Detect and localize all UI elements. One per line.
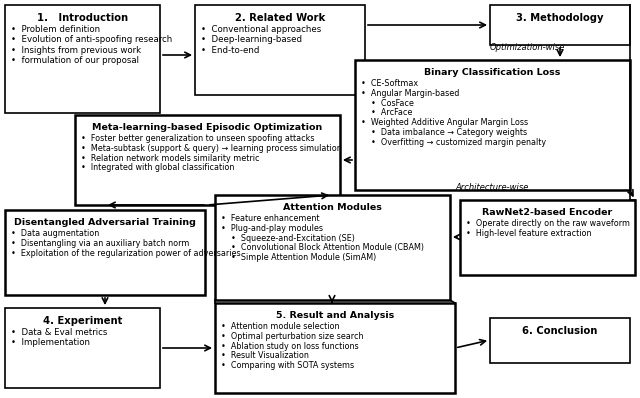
Text: •  Plug-and-play modules: • Plug-and-play modules bbox=[221, 224, 323, 233]
Text: •  Optimal perturbation size search: • Optimal perturbation size search bbox=[221, 332, 364, 341]
Bar bbox=[215, 195, 450, 300]
Bar bbox=[215, 303, 455, 393]
Text: •  Weighted Additive Angular Margin Loss: • Weighted Additive Angular Margin Loss bbox=[361, 118, 528, 127]
Text: •  Ablation study on loss functions: • Ablation study on loss functions bbox=[221, 341, 358, 351]
Text: •  Problem definition: • Problem definition bbox=[11, 25, 100, 33]
Text: Architecture-wise: Architecture-wise bbox=[455, 183, 529, 192]
Text: Binary Classification Loss: Binary Classification Loss bbox=[424, 68, 561, 77]
Text: 3. Methodology: 3. Methodology bbox=[516, 13, 604, 23]
Text: •  Angular Margin-based: • Angular Margin-based bbox=[361, 89, 460, 98]
Bar bbox=[75, 115, 340, 205]
Text: RawNet2-based Encoder: RawNet2-based Encoder bbox=[483, 208, 612, 217]
Text: •  Data & Eval metrics: • Data & Eval metrics bbox=[11, 328, 108, 337]
Text: •  Attention module selection: • Attention module selection bbox=[221, 322, 339, 331]
Text: Optimization-wise: Optimization-wise bbox=[490, 43, 565, 52]
Text: •  Deep-learning-based: • Deep-learning-based bbox=[201, 35, 302, 44]
Text: •  CE-Softmax: • CE-Softmax bbox=[361, 79, 418, 88]
Text: •  Integrated with global classification: • Integrated with global classification bbox=[81, 164, 234, 172]
Text: •  Result Visualization: • Result Visualization bbox=[221, 351, 309, 361]
Bar bbox=[355, 60, 630, 190]
Bar bbox=[5, 5, 160, 113]
Text: 5. Result and Analysis: 5. Result and Analysis bbox=[276, 311, 394, 320]
Text: •  Squeeze-and-Excitation (SE): • Squeeze-and-Excitation (SE) bbox=[221, 234, 355, 243]
Text: •  Insights from previous work: • Insights from previous work bbox=[11, 46, 141, 55]
Text: Attention Modules: Attention Modules bbox=[283, 203, 382, 212]
Text: •  Overfitting → customized margin penalty: • Overfitting → customized margin penalt… bbox=[361, 138, 546, 147]
Text: •  Implementation: • Implementation bbox=[11, 338, 90, 347]
Text: •  Meta-subtask (support & query) → learning process simulation: • Meta-subtask (support & query) → learn… bbox=[81, 144, 342, 153]
Text: •  End-to-end: • End-to-end bbox=[201, 46, 259, 55]
Text: Disentangled Adversarial Training: Disentangled Adversarial Training bbox=[14, 218, 196, 227]
Text: •  Operate directly on the raw waveform: • Operate directly on the raw waveform bbox=[466, 219, 630, 228]
Text: •  Exploitation of the regularization power of adversaries: • Exploitation of the regularization pow… bbox=[11, 249, 241, 258]
Bar bbox=[5, 210, 205, 295]
Text: •  ArcFace: • ArcFace bbox=[361, 109, 412, 117]
Text: •  Comparing with SOTA systems: • Comparing with SOTA systems bbox=[221, 361, 354, 370]
Bar bbox=[490, 5, 630, 45]
Bar bbox=[460, 200, 635, 275]
Bar bbox=[490, 318, 630, 363]
Text: •  Foster better generalization to unseen spoofing attacks: • Foster better generalization to unseen… bbox=[81, 134, 314, 143]
Text: •  Convolutional Block Attention Module (CBAM): • Convolutional Block Attention Module (… bbox=[221, 244, 424, 252]
Text: •  Simple Attention Module (SimAM): • Simple Attention Module (SimAM) bbox=[221, 253, 376, 262]
Text: •  CosFace: • CosFace bbox=[361, 99, 414, 107]
Text: •  Feature enhancement: • Feature enhancement bbox=[221, 214, 319, 223]
Text: •  High-level feature extraction: • High-level feature extraction bbox=[466, 229, 591, 238]
Text: •  formulation of our proposal: • formulation of our proposal bbox=[11, 56, 139, 65]
Text: 1.   Introduction: 1. Introduction bbox=[37, 13, 128, 23]
Text: •  Relation network models similarity metric: • Relation network models similarity met… bbox=[81, 154, 259, 163]
Text: •  Data augmentation: • Data augmentation bbox=[11, 229, 99, 238]
Text: Meta-learning-based Episodic Optimization: Meta-learning-based Episodic Optimizatio… bbox=[92, 123, 323, 132]
Text: 6. Conclusion: 6. Conclusion bbox=[522, 326, 598, 336]
Bar bbox=[5, 308, 160, 388]
Text: •  Evolution of anti-spoofing research: • Evolution of anti-spoofing research bbox=[11, 35, 172, 44]
Text: •  Disentangling via an auxiliary batch norm: • Disentangling via an auxiliary batch n… bbox=[11, 239, 189, 248]
Text: 2. Related Work: 2. Related Work bbox=[235, 13, 325, 23]
Text: 4. Experiment: 4. Experiment bbox=[43, 316, 122, 326]
Bar bbox=[195, 5, 365, 95]
Text: •  Data imbalance → Category weights: • Data imbalance → Category weights bbox=[361, 128, 527, 137]
Text: •  Conventional approaches: • Conventional approaches bbox=[201, 25, 321, 33]
